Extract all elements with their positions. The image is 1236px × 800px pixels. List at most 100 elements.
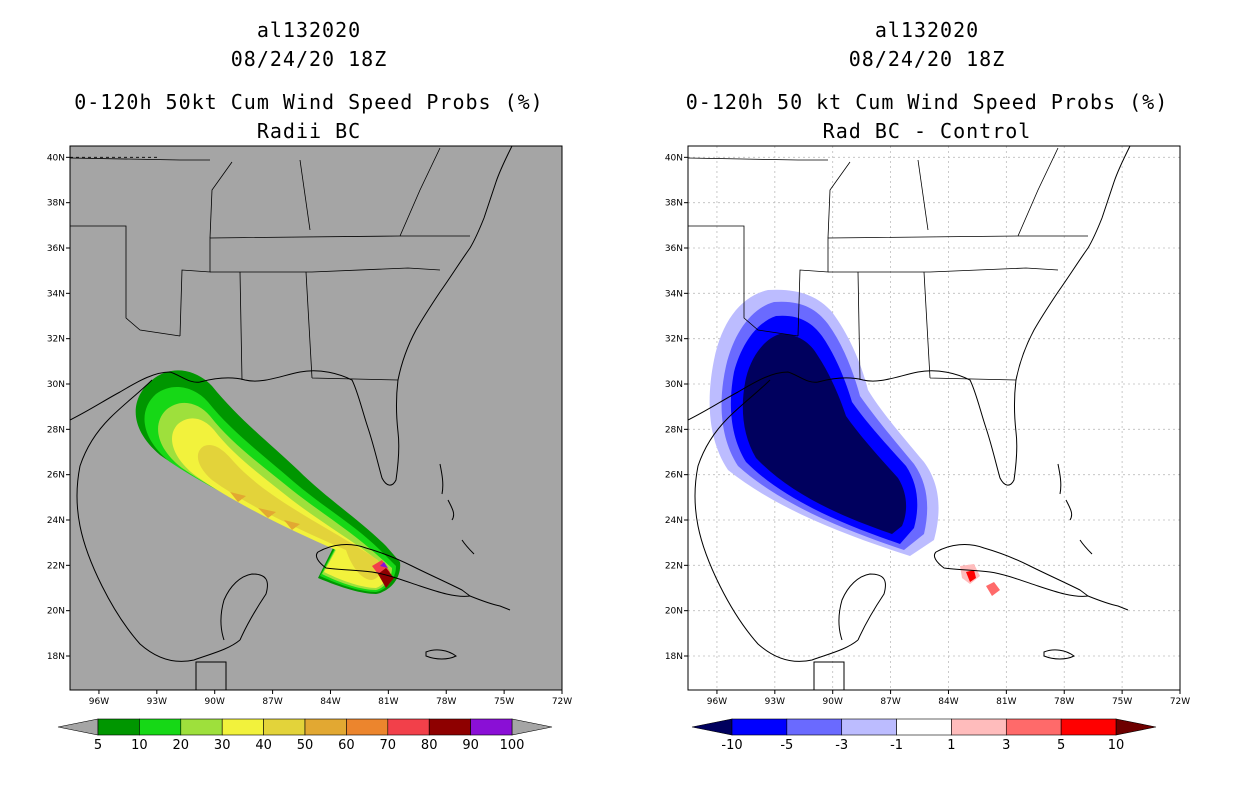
border-ar-tn: [179, 235, 470, 337]
lat-tick-label: 40N: [47, 153, 65, 163]
lat-tick-label: 32N: [47, 335, 65, 345]
lon-tick-label: 84W: [320, 697, 340, 707]
lat-tick-label: 40N: [665, 153, 683, 163]
border-midwest: [827, 147, 1059, 239]
colorbar-swatch: [263, 718, 306, 736]
border-ms-al-ga: [828, 267, 1059, 273]
colorbar-label: -3: [835, 738, 848, 753]
colorbar-label: 10: [1108, 738, 1125, 753]
colorbar: -10 -5 -3 -1 1 3 5 10: [691, 718, 1157, 753]
storm-id: al132020: [256, 18, 362, 42]
lat-tick-label: 20N: [665, 607, 683, 617]
colorbar-label: -10: [721, 738, 742, 753]
colorbar-label: -1: [890, 738, 903, 753]
lon-tick-label: 90W: [823, 697, 843, 707]
colorbar-swatch: [896, 718, 952, 736]
lon-tick-label: 75W: [494, 697, 514, 707]
border-al-fl: [857, 271, 1017, 381]
axis-ticks: 96W 93W 90W 87W 84W 81W 78W 75W 72W 18N 20N 22N 24N 2…: [665, 153, 1190, 707]
colorbar-swatch: [470, 718, 513, 736]
lon-tick-label: 90W: [205, 697, 225, 707]
colorbar-over-arrow: [511, 718, 553, 736]
colorbar-label: 5: [1057, 738, 1065, 753]
lat-tick-label: 22N: [47, 561, 65, 571]
lat-tick-label: 18N: [665, 652, 683, 662]
border-ms-al-ga: [210, 267, 441, 273]
right-panel: al132020 08/24/20 18Z 0-120h 50 kt Cum W…: [618, 0, 1236, 800]
colorbar-swatch: [1005, 718, 1062, 736]
colorbar-swatch: [786, 718, 843, 736]
prob-40-contour: [197, 444, 381, 580]
lon-tick-label: 78W: [436, 697, 456, 707]
border-tx-ok: [70, 225, 181, 337]
jamaica-coast: [425, 649, 457, 660]
prob-50-contour: [230, 492, 300, 530]
colorbar-swatch: [1060, 718, 1117, 736]
lat-tick-label: 26N: [665, 471, 683, 481]
us-gulf-atlantic-coast: [688, 146, 1131, 486]
mexico-gulf-coast: [694, 379, 859, 662]
lat-tick-label: 30N: [665, 380, 683, 390]
bahamas-coast: [439, 463, 475, 555]
lon-tick-label: 72W: [552, 697, 572, 707]
cuba-coast: [933, 544, 1090, 597]
colorbar-swatch: [428, 718, 471, 736]
plot-subtitle: Rad BC - Control: [822, 119, 1032, 143]
prob-90-contour: [380, 562, 388, 568]
diff-pos5-contour: [966, 570, 976, 582]
border-midwest: [209, 147, 441, 239]
lat-tick-label: 24N: [47, 516, 65, 526]
colorbar-swatch: [346, 718, 389, 736]
colorbar-label: -5: [780, 738, 793, 753]
colorbar-swatch: [97, 718, 140, 736]
yucatan-peninsula: [220, 573, 268, 641]
lat-tick-label: 28N: [665, 425, 683, 435]
colorbar-label: 70: [380, 738, 397, 753]
hispaniola-coast: [1087, 595, 1129, 611]
lat-tick-label: 34N: [665, 289, 683, 299]
lat-tick-label: 22N: [665, 561, 683, 571]
diff-pos3-contour: [986, 582, 1000, 596]
colorbar-under-arrow: [691, 718, 733, 736]
coastlines: [70, 146, 513, 690]
map-frame: [69, 145, 563, 691]
lat-tick-label: 30N: [47, 380, 65, 390]
central-america-border: [813, 661, 845, 690]
colorbar-swatch: [180, 718, 223, 736]
colorbar-swatch: [304, 718, 347, 736]
plot-title: 0-120h 50kt Cum Wind Speed Probs (%): [74, 90, 544, 114]
colorbar-label: 100: [500, 738, 525, 753]
lat-tick-label: 36N: [47, 244, 65, 254]
datetime: 08/24/20 18Z: [230, 47, 388, 71]
colorbar-label: 20: [173, 738, 190, 753]
lat-tick-label: 34N: [47, 289, 65, 299]
lon-tick-label: 93W: [765, 697, 785, 707]
axis-ticks: 96W 93W 90W 87W 84W 81W 78W 75W 72W 18N 20N 22N 24N 2…: [47, 153, 572, 707]
left-panel: al132020 08/24/20 18Z 0-120h 50kt Cum Wi…: [47, 18, 572, 753]
mexico-gulf-coast: [76, 379, 241, 662]
colorbar-swatch: [841, 718, 897, 736]
lon-tick-label: 87W: [880, 697, 900, 707]
lat-tick-label: 32N: [665, 335, 683, 345]
border-northern: [688, 157, 828, 161]
lon-tick-label: 81W: [996, 697, 1016, 707]
colorbar-over-arrow: [1115, 718, 1157, 736]
border-tx-ok: [688, 225, 799, 337]
yucatan-peninsula: [838, 573, 886, 641]
central-america-border: [195, 661, 227, 690]
bahamas-coast: [1057, 463, 1093, 555]
border-al-fl: [239, 271, 399, 381]
lat-tick-label: 38N: [47, 199, 65, 209]
lon-tick-label: 72W: [1170, 697, 1190, 707]
map-frame: [687, 145, 1181, 691]
lon-tick-label: 81W: [378, 697, 398, 707]
plot-title: 0-120h 50 kt Cum Wind Speed Probs (%): [685, 90, 1169, 114]
lat-tick-label: 28N: [47, 425, 65, 435]
state-borders: [688, 147, 1088, 381]
lon-tick-label: 84W: [938, 697, 958, 707]
colorbar-swatch: [731, 718, 788, 736]
us-gulf-atlantic-coast: [70, 146, 513, 486]
map-svg: 96W 93W 90W 87W 84W 81W 78W 75W 72W 18N 20N 22N 24N 2…: [47, 145, 572, 753]
hispaniola-coast: [469, 595, 511, 611]
lon-tick-label: 96W: [89, 697, 109, 707]
